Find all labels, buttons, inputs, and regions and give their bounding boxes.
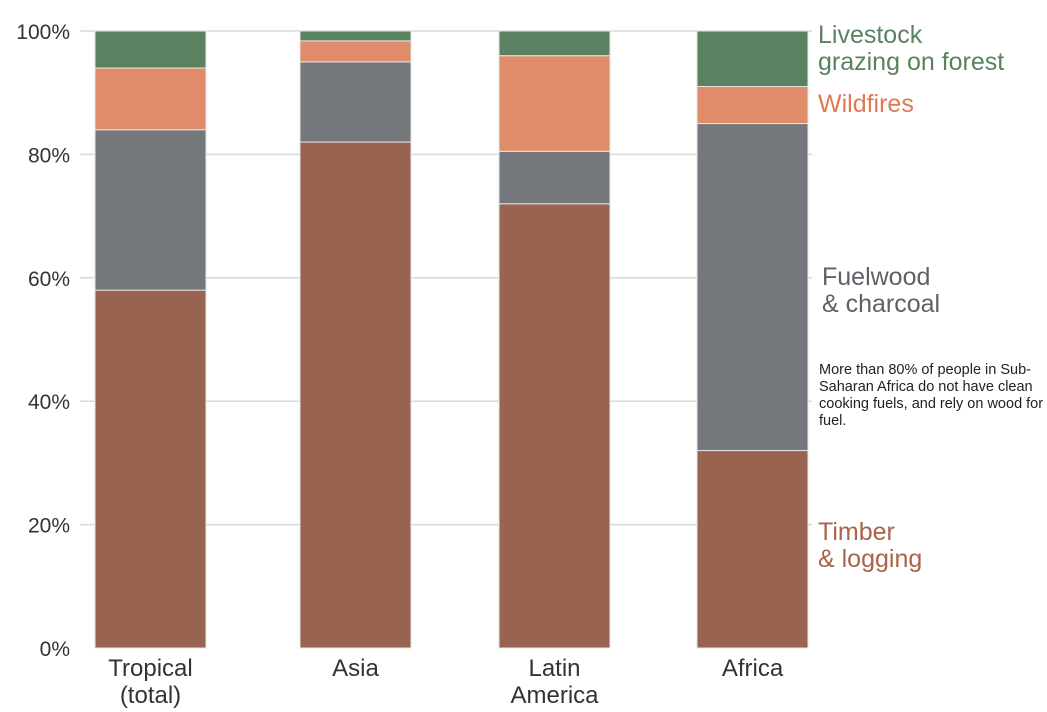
bar-segment: [696, 450, 809, 649]
y-tick-label: 60%: [28, 268, 70, 291]
bar-segment: [94, 129, 207, 291]
x-tick-label: Latin: [528, 655, 580, 682]
legend-timber: Timber & logging: [818, 519, 922, 573]
legend-timber-line2: & logging: [818, 545, 923, 573]
africa-annotation: More than 80% of people in Sub-Saharan A…: [819, 362, 1044, 429]
legend-fuelwood-line2: & charcoal: [822, 290, 941, 318]
bar-segment: [299, 141, 412, 649]
x-tick-label: Tropical: [108, 655, 192, 682]
legend-wildfires: Wildfires: [818, 91, 914, 118]
bar-segment: [94, 30, 207, 69]
x-tick-label: America: [510, 682, 599, 709]
y-tick-label: 100%: [16, 21, 70, 44]
legend-livestock: Livestock grazing on forest: [818, 22, 1004, 76]
bar-segment: [498, 55, 611, 152]
x-tick-label: Asia: [332, 655, 379, 682]
bar-segment: [498, 150, 611, 205]
legend-timber-line1: Timber: [818, 518, 895, 546]
bar-segment: [696, 86, 809, 125]
legend-fuelwood-line1: Fuelwood: [822, 263, 931, 291]
bar-segment: [498, 203, 611, 649]
bar-segment: [498, 30, 611, 57]
y-tick-label: 40%: [28, 391, 70, 414]
legend-livestock-line1: Livestock: [818, 21, 923, 49]
bar-segment: [299, 61, 412, 143]
y-tick-label: 0%: [40, 638, 70, 661]
legend-fuelwood: Fuelwood & charcoal: [822, 264, 940, 318]
bar-segment: [696, 30, 809, 88]
bar-segment: [299, 30, 412, 42]
x-tick-label: (total): [120, 682, 181, 709]
bar-segment: [94, 67, 207, 131]
y-tick-label: 80%: [28, 144, 70, 167]
bar-segment: [94, 289, 207, 649]
bar-segment: [299, 40, 412, 63]
legend-livestock-line2: grazing on forest: [818, 48, 1005, 76]
x-tick-label: Africa: [722, 655, 784, 682]
bar-segment: [696, 123, 809, 452]
legend-wildfires-line1: Wildfires: [818, 90, 914, 118]
y-tick-label: 20%: [28, 515, 70, 538]
